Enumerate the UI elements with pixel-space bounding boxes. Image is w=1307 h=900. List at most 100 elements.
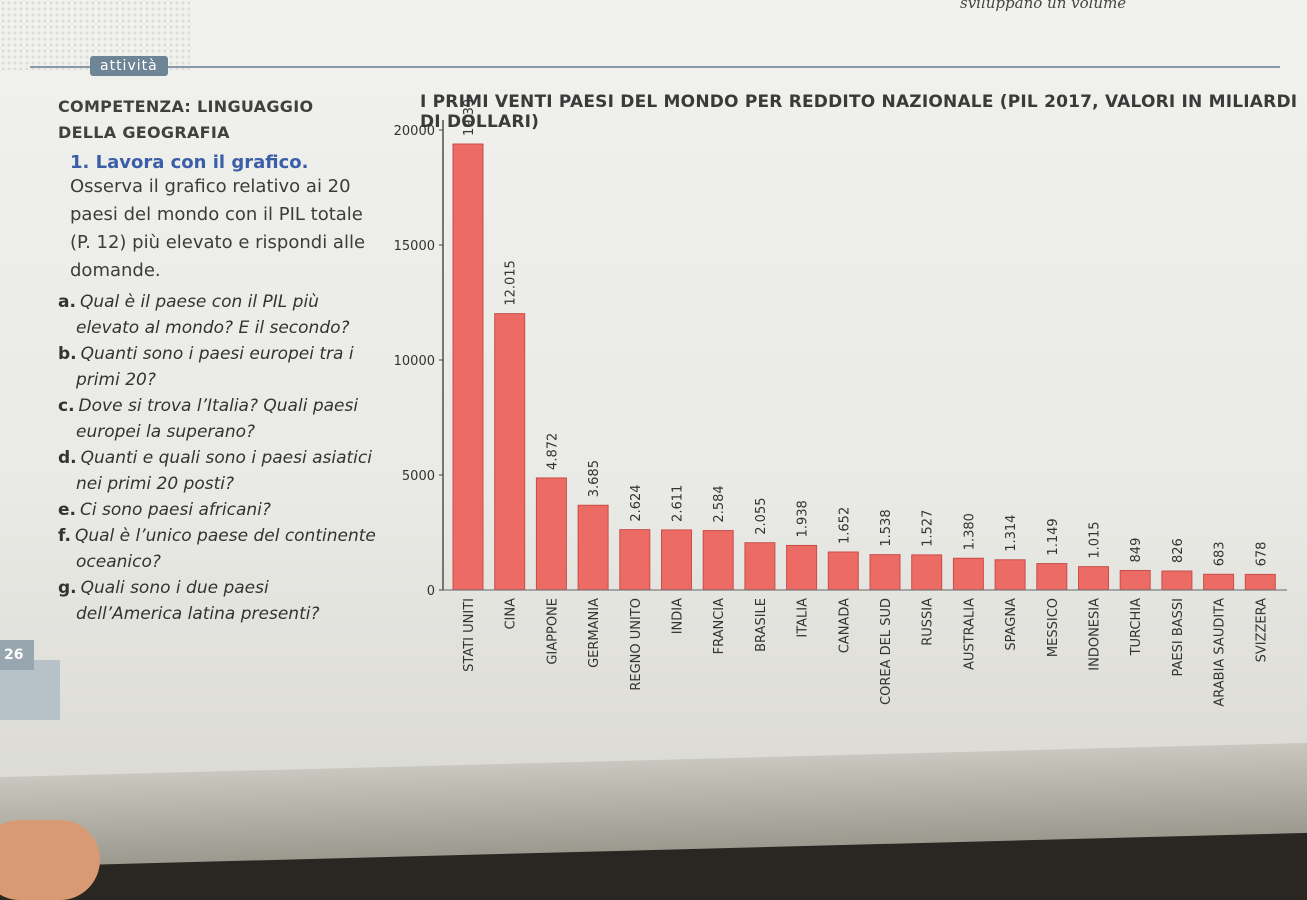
category-label: REGNO UNITO bbox=[629, 598, 644, 691]
category-label: STATI UNITI bbox=[462, 598, 477, 672]
bar bbox=[1119, 569, 1151, 591]
category-label: RUSSIA bbox=[921, 598, 936, 646]
category-label: ARABIA SAUDITA bbox=[1213, 598, 1228, 707]
bar bbox=[1203, 573, 1235, 591]
bar bbox=[1161, 570, 1193, 591]
bar bbox=[744, 542, 776, 591]
question-letter: f. bbox=[58, 526, 71, 546]
category-label: GIAPPONE bbox=[545, 598, 560, 665]
question-text: Qual è il paese con il PIL più elevato a… bbox=[76, 292, 350, 338]
exercise-title: 1. Lavora con il grafico. bbox=[70, 152, 309, 173]
finger bbox=[0, 820, 100, 900]
bar bbox=[577, 504, 609, 591]
y-tick-label: 10000 bbox=[394, 354, 435, 369]
category-label: PAESI BASSI bbox=[1171, 598, 1186, 676]
bar-value-label: 1.652 bbox=[837, 507, 852, 544]
question-text: Quanti e quali sono i paesi asiatici nei… bbox=[76, 448, 372, 494]
bar-value-label: 4.872 bbox=[545, 433, 560, 470]
bar bbox=[786, 544, 818, 591]
question-item: a. Qual è il paese con il PIL più elevato… bbox=[58, 289, 378, 341]
bar bbox=[911, 554, 943, 591]
bar bbox=[869, 554, 901, 591]
bar bbox=[452, 143, 484, 591]
exercise-panel: COMPETENZA: LINGUAGGIO DELLA GEOGRAFIA 1… bbox=[58, 90, 378, 627]
category-label: TURCHIA bbox=[1129, 598, 1144, 657]
page-number: 26 bbox=[0, 640, 34, 670]
bar bbox=[994, 559, 1026, 591]
margin-strip bbox=[0, 660, 60, 720]
category-label: ITALIA bbox=[796, 598, 811, 638]
category-label: BRASILE bbox=[754, 598, 769, 652]
bar bbox=[1036, 563, 1068, 591]
category-label: GERMANIA bbox=[587, 598, 602, 668]
question-letter: b. bbox=[58, 344, 77, 364]
bar-value-label: 683 bbox=[1213, 541, 1228, 566]
category-label: CINA bbox=[504, 598, 519, 630]
bar-value-label: 2.584 bbox=[712, 485, 727, 522]
bar-value-label: 1.527 bbox=[921, 510, 936, 547]
bar bbox=[702, 530, 734, 591]
category-label: SVIZZERA bbox=[1254, 598, 1269, 663]
question-list: a. Qual è il paese con il PIL più elevato… bbox=[58, 289, 378, 627]
bar-value-label: 2.611 bbox=[671, 485, 686, 522]
category-label: SPAGNA bbox=[1004, 598, 1019, 651]
bar-value-label: 1.314 bbox=[1004, 515, 1019, 552]
bar-value-label: 849 bbox=[1129, 538, 1144, 563]
bar-value-label: 1.015 bbox=[1088, 521, 1103, 558]
category-label: MESSICO bbox=[1046, 598, 1061, 657]
bar bbox=[827, 551, 859, 591]
bar-value-label: 826 bbox=[1171, 538, 1186, 563]
gdp-bar-chart: 0 5000 10000 15000 20000 19.391 STATI UNITI 12.… bbox=[394, 100, 1287, 707]
question-item: d. Quanti e quali sono i paesi asiatici n… bbox=[58, 445, 378, 497]
bar bbox=[494, 313, 526, 591]
bar bbox=[535, 477, 567, 591]
y-tick-label: 5000 bbox=[402, 469, 435, 484]
bar-value-label: 19.391 bbox=[462, 100, 477, 136]
category-label: FRANCIA bbox=[712, 598, 727, 655]
question-letter: a. bbox=[58, 292, 76, 312]
exercise-body: Osserva il grafico relativo ai 20 paesi … bbox=[70, 176, 366, 281]
header-rule bbox=[30, 66, 1280, 68]
bar-value-label: 678 bbox=[1254, 542, 1269, 567]
bar bbox=[619, 529, 651, 591]
previous-page-text: sviluppano un volume bbox=[960, 0, 1127, 12]
question-item: f. Qual è l’unico paese del continente oc… bbox=[58, 523, 378, 575]
question-letter: d. bbox=[58, 448, 77, 468]
question-text: Ci sono paesi africani? bbox=[80, 500, 271, 520]
category-label: COREA DEL SUD bbox=[879, 598, 894, 705]
question-letter: c. bbox=[58, 396, 75, 416]
bar-value-label: 1.938 bbox=[796, 500, 811, 537]
bar-value-label: 1.380 bbox=[962, 513, 977, 550]
y-tick-label: 15000 bbox=[394, 239, 435, 254]
category-label: AUSTRALIA bbox=[962, 598, 977, 670]
bar-value-label: 2.624 bbox=[629, 484, 644, 521]
question-item: e. Ci sono paesi africani? bbox=[58, 497, 378, 523]
question-item: g. Quali sono i due paesi dell’America la… bbox=[58, 575, 378, 627]
bar bbox=[1078, 566, 1109, 591]
bar-value-label: 1.149 bbox=[1046, 518, 1061, 555]
question-text: Quali sono i due paesi dell’America lati… bbox=[76, 578, 320, 624]
question-item: c. Dove si trova l’Italia? Quali paesi eu… bbox=[58, 393, 378, 445]
category-label: INDONESIA bbox=[1088, 598, 1103, 671]
bar-value-label: 2.055 bbox=[754, 498, 769, 535]
competence-heading: COMPETENZA: LINGUAGGIO DELLA GEOGRAFIA bbox=[58, 90, 378, 142]
question-text: Dove si trova l’Italia? Quali paesi euro… bbox=[76, 396, 359, 442]
question-text: Qual è l’unico paese del continente ocea… bbox=[74, 526, 376, 572]
y-tick-label: 0 bbox=[427, 584, 435, 599]
bar-value-label: 3.685 bbox=[587, 460, 602, 497]
bar bbox=[1244, 573, 1276, 591]
bar bbox=[952, 557, 984, 591]
competence-line-2: DELLA GEOGRAFIA bbox=[58, 123, 230, 142]
bar bbox=[661, 529, 692, 591]
competence-line-1: COMPETENZA: LINGUAGGIO bbox=[58, 97, 314, 116]
question-letter: g. bbox=[58, 578, 77, 598]
category-label: INDIA bbox=[671, 598, 686, 634]
y-tick-label: 20000 bbox=[394, 124, 435, 139]
chart-title: I PRIMI VENTI PAESI DEL MONDO PER REDDIT… bbox=[420, 92, 1298, 132]
bar-value-label: 12.015 bbox=[504, 260, 519, 306]
textbook-page: sviluppano un volume attività COMPETENZA… bbox=[0, 0, 1307, 830]
question-text: Quanti sono i paesi europei tra i primi … bbox=[76, 344, 354, 390]
bar-value-label: 1.538 bbox=[879, 509, 894, 546]
activity-badge: attività bbox=[90, 56, 168, 76]
question-letter: e. bbox=[58, 500, 76, 520]
